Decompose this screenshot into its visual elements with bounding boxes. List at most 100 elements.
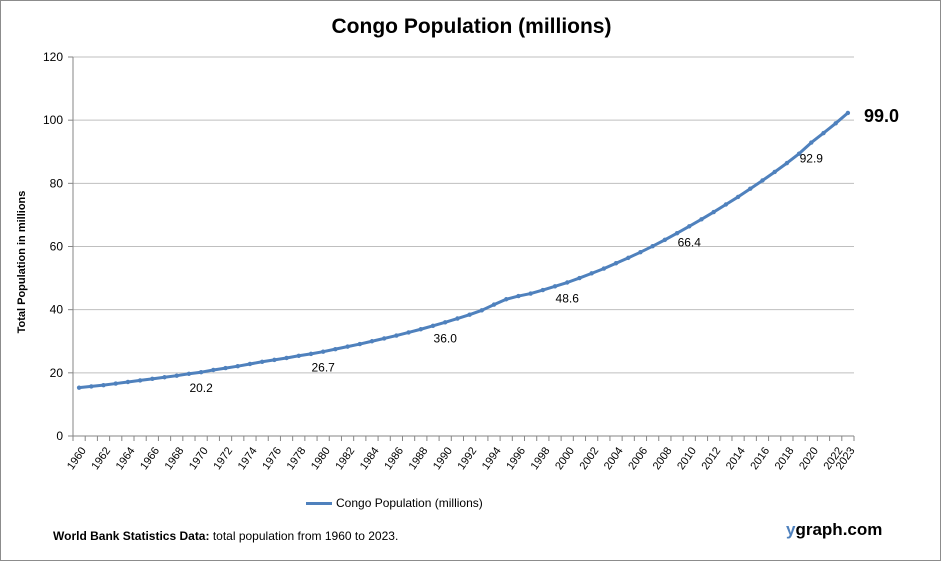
y-tick-label: 20 [50, 366, 64, 380]
data-label: 92.9 [800, 152, 824, 166]
data-point [125, 379, 131, 385]
data-point [772, 169, 777, 175]
data-point [467, 312, 472, 317]
data-point [162, 375, 167, 380]
data-point [833, 121, 838, 126]
source-text: total population from 1960 to 2023. [209, 529, 399, 543]
data-point [796, 151, 802, 156]
data-point [406, 330, 411, 335]
y-axis-label: Total Population in millions [16, 190, 28, 334]
x-tick-label: 2006 [626, 445, 650, 472]
data-point [113, 381, 118, 386]
data-label: 36.0 [434, 331, 458, 345]
data-point [674, 231, 680, 236]
data-point [369, 339, 375, 344]
data-point [711, 209, 716, 215]
x-tick-label: 2020 [797, 445, 821, 472]
brand-rest: graph.com [795, 520, 883, 539]
x-tick-label: 2002 [577, 445, 601, 472]
x-tick-label: 1980 [309, 445, 333, 472]
brand-logo: ygraph.com [786, 520, 882, 540]
data-label: 66.4 [678, 235, 702, 249]
data-point [430, 323, 436, 328]
y-tick-label: 100 [43, 113, 63, 127]
x-tick-label: 1968 [163, 445, 187, 472]
x-tick-label: 2008 [651, 445, 675, 472]
data-point [150, 376, 155, 382]
data-point [259, 359, 265, 364]
x-tick-label: 1984 [358, 445, 382, 472]
data-point [211, 367, 216, 373]
x-tick-label: 2016 [748, 445, 772, 472]
data-point [174, 373, 179, 378]
data-point [552, 284, 558, 289]
x-tick-label: 1998 [529, 445, 553, 472]
data-point [760, 178, 765, 183]
data-point [272, 357, 277, 363]
data-point [357, 341, 362, 347]
data-point [320, 349, 326, 354]
data-point [381, 336, 387, 341]
data-point [198, 370, 204, 375]
x-tick-label: 1960 [65, 445, 89, 472]
x-tick-label: 1982 [333, 445, 357, 472]
data-point [333, 346, 338, 352]
data-point [650, 243, 655, 249]
x-tick-label: 1970 [187, 445, 211, 472]
brand-y: y [786, 520, 796, 539]
data-point [101, 382, 106, 388]
data-point [748, 186, 753, 191]
data-point [394, 333, 399, 338]
data-point [442, 320, 448, 325]
x-tick-label: 2010 [675, 445, 699, 472]
data-point [699, 217, 704, 222]
data-point [223, 365, 228, 371]
data-point [284, 355, 289, 361]
data-point [418, 327, 423, 332]
data-point [687, 224, 692, 229]
data-point [235, 364, 240, 369]
x-tick-label: 1976 [260, 445, 284, 472]
data-point [589, 271, 594, 276]
data-point [528, 291, 533, 296]
data-point [455, 316, 460, 321]
y-tick-label: 80 [50, 176, 64, 190]
data-point [821, 130, 826, 136]
x-tick-label: 1988 [407, 445, 431, 472]
data-point [479, 308, 485, 313]
legend: Congo Population (millions) [306, 496, 483, 510]
x-tick-label: 1986 [382, 445, 406, 472]
source-bold: World Bank Statistics Data: [53, 529, 210, 543]
x-tick-label: 2012 [700, 445, 724, 472]
x-tick-label: 1964 [114, 445, 138, 472]
y-tick-label: 120 [43, 50, 63, 64]
data-point [784, 160, 790, 166]
data-point [76, 385, 82, 390]
x-tick-label: 1974 [236, 445, 260, 472]
data-point [577, 275, 582, 281]
x-tick-label: 1966 [138, 445, 162, 472]
data-point [613, 261, 619, 266]
series-line [78, 111, 849, 390]
x-tick-label: 2004 [602, 445, 626, 472]
data-point [516, 293, 521, 299]
data-point [308, 351, 314, 357]
x-tick-label: 2000 [553, 445, 577, 472]
data-label: 20.2 [189, 381, 213, 395]
data-point [296, 353, 301, 358]
data-point [662, 237, 668, 243]
chart-title: Congo Population (millions) [331, 15, 612, 38]
data-point [845, 110, 851, 116]
data-point [735, 194, 741, 200]
data-point [809, 140, 814, 145]
data-point [504, 297, 509, 302]
x-tick-label: 2014 [724, 445, 748, 472]
x-tick-label: 1962 [89, 445, 113, 472]
data-point [540, 287, 546, 293]
legend-label: Congo Population (millions) [336, 496, 483, 510]
y-tick-label: 40 [50, 303, 64, 317]
data-point [638, 249, 643, 255]
x-tick-label: 1978 [285, 445, 309, 472]
source-note: World Bank Statistics Data: total popula… [53, 529, 398, 543]
